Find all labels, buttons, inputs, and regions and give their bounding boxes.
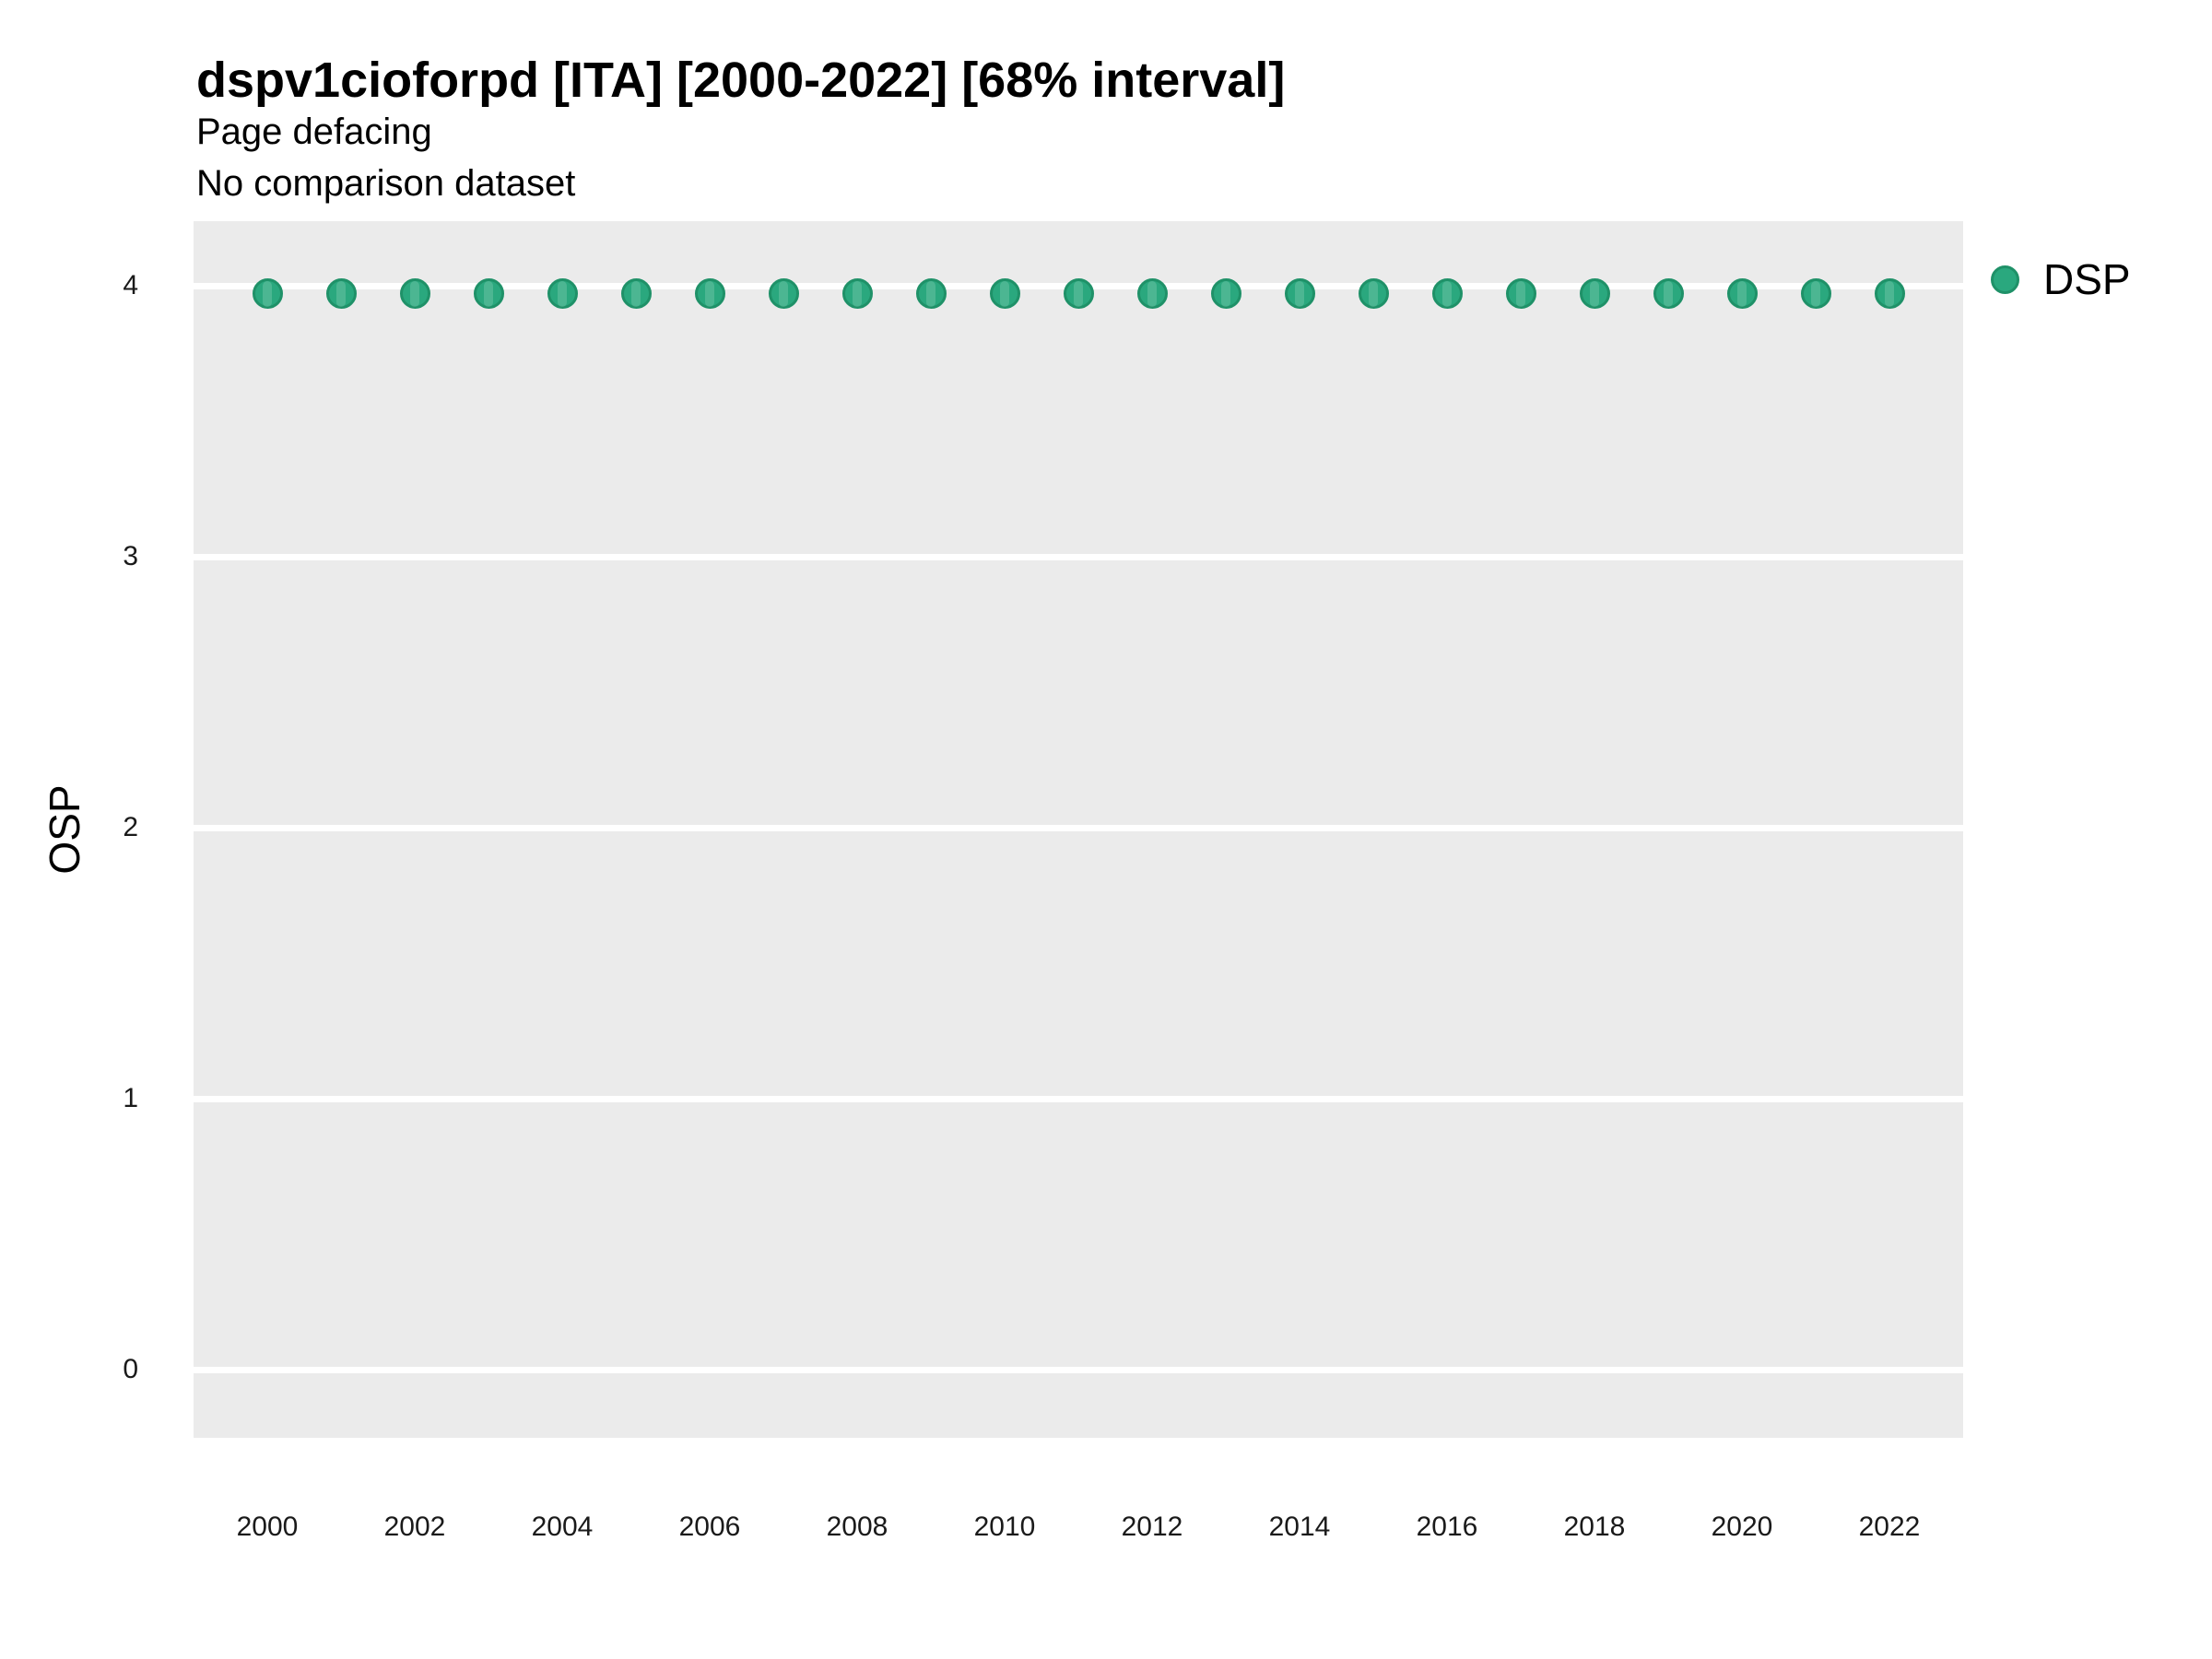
gridline-y-2 [194,824,1963,831]
interval-stripe [1074,280,1083,307]
data-point-dsp-2013[interactable] [1210,278,1241,310]
x-tick-label-2008: 2008 [826,1512,888,1542]
interval-stripe [410,280,419,307]
chart-note: No comparison dataset [196,163,576,204]
data-point-dsp-2008[interactable] [841,278,873,310]
data-point-dsp-2022[interactable] [1874,278,1905,310]
interval-stripe [779,280,788,307]
interval-stripe [1442,280,1452,307]
interval-stripe [1516,280,1525,307]
interval-stripe [1147,280,1157,307]
interval-stripe [1590,280,1599,307]
data-point-dsp-2014[interactable] [1284,278,1315,310]
plot-panel [194,221,1963,1438]
y-tick-label-4: 4 [123,270,138,300]
y-tick-label-3: 3 [123,541,138,571]
data-point-dsp-2011[interactable] [1063,278,1094,310]
x-tick-label-2022: 2022 [1858,1512,1921,1542]
y-tick-label-0: 0 [123,1354,138,1384]
data-point-dsp-2002[interactable] [399,278,430,310]
data-point-dsp-2016[interactable] [1431,278,1463,310]
gridline-y-1 [194,1095,1963,1102]
data-point-dsp-2010[interactable] [989,278,1020,310]
data-point-dsp-2000[interactable] [252,278,283,310]
chart-subtitle: Page defacing [196,112,432,152]
gridline-y-3 [194,553,1963,560]
interval-stripe [1221,280,1230,307]
data-point-dsp-2012[interactable] [1136,278,1168,310]
x-tick-label-2000: 2000 [236,1512,299,1542]
interval-stripe [263,280,272,307]
data-point-dsp-2015[interactable] [1358,278,1389,310]
chart-title: dspv1cioforpd [ITA] [2000-2022] [68% int… [196,53,1286,108]
interval-stripe [484,280,493,307]
interval-stripe [926,280,935,307]
interval-stripe [1369,280,1378,307]
interval-stripe [1885,280,1894,307]
interval-stripe [336,280,346,307]
data-point-dsp-2009[interactable] [915,278,947,310]
x-tick-label-2016: 2016 [1416,1512,1478,1542]
interval-stripe [631,280,641,307]
interval-stripe [1295,280,1304,307]
x-tick-label-2012: 2012 [1121,1512,1183,1542]
y-tick-label-2: 2 [123,812,138,842]
data-point-dsp-2005[interactable] [620,278,652,310]
x-tick-label-2004: 2004 [531,1512,594,1542]
data-point-dsp-2019[interactable] [1653,278,1684,310]
interval-stripe [558,280,567,307]
legend: DSP [1991,254,2131,304]
interval-stripe [1000,280,1009,307]
data-point-dsp-2018[interactable] [1579,278,1610,310]
data-point-dsp-2007[interactable] [768,278,799,310]
y-tick-label-1: 1 [123,1083,138,1113]
data-point-dsp-2003[interactable] [473,278,504,310]
interval-stripe [1737,280,1747,307]
data-point-dsp-2020[interactable] [1726,278,1758,310]
interval-stripe [705,280,714,307]
data-point-dsp-2017[interactable] [1505,278,1536,310]
data-point-dsp-2001[interactable] [325,278,357,310]
data-point-dsp-2004[interactable] [547,278,578,310]
x-tick-label-2002: 2002 [383,1512,446,1542]
x-tick-label-2020: 2020 [1711,1512,1773,1542]
legend-label-dsp: DSP [2043,255,2131,303]
x-tick-label-2006: 2006 [678,1512,741,1542]
interval-stripe [853,280,862,307]
x-tick-label-2018: 2018 [1563,1512,1626,1542]
data-point-dsp-2021[interactable] [1800,278,1831,310]
gridline-y-0 [194,1366,1963,1373]
x-tick-label-2010: 2010 [973,1512,1036,1542]
x-tick-label-2014: 2014 [1268,1512,1331,1542]
legend-marker-dsp-icon [1991,265,2019,294]
interval-stripe [1811,280,1820,307]
interval-stripe [1664,280,1673,307]
data-point-dsp-2006[interactable] [694,278,725,310]
